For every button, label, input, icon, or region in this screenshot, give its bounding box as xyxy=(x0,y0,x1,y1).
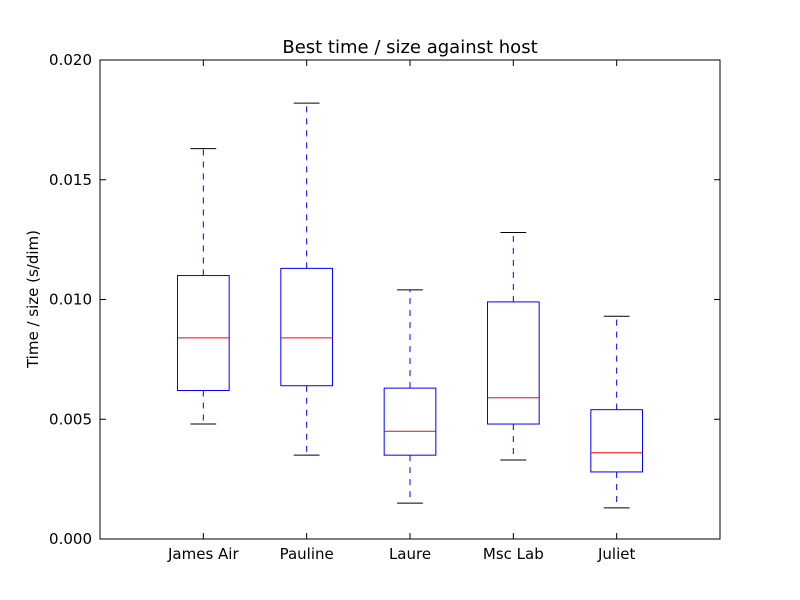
box-iqr xyxy=(383,387,437,456)
chart-title: Best time / size against host xyxy=(282,37,537,58)
y-tick-label: 0.000 xyxy=(49,530,92,548)
y-axis-label: Time / size (s/dim) xyxy=(24,230,42,369)
x-tick-label: Juliet xyxy=(597,545,635,563)
y-tick-label: 0.020 xyxy=(49,51,92,69)
x-tick-label: James Air xyxy=(167,545,239,563)
box-iqr xyxy=(280,267,334,387)
x-tick-label: Msc Lab xyxy=(483,545,544,563)
x-tick-label: Laure xyxy=(389,545,431,563)
box-iqr xyxy=(590,409,643,473)
y-tick-label: 0.005 xyxy=(49,410,92,428)
plot-frame xyxy=(99,59,721,540)
box-iqr xyxy=(177,275,230,392)
plot-area: 0.000 0.005 0.010 0.015 0.020 James Air Paulin… xyxy=(49,51,720,563)
y-tick-label: 0.010 xyxy=(49,291,92,309)
y-tick-label: 0.015 xyxy=(49,171,92,189)
box-iqr xyxy=(487,301,540,425)
x-tick-label: Pauline xyxy=(280,545,334,563)
